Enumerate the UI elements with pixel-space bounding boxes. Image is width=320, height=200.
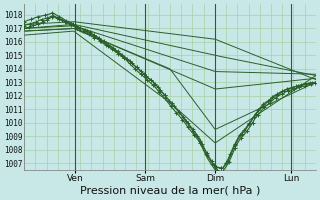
X-axis label: Pression niveau de la mer( hPa ): Pression niveau de la mer( hPa ) — [80, 186, 260, 196]
